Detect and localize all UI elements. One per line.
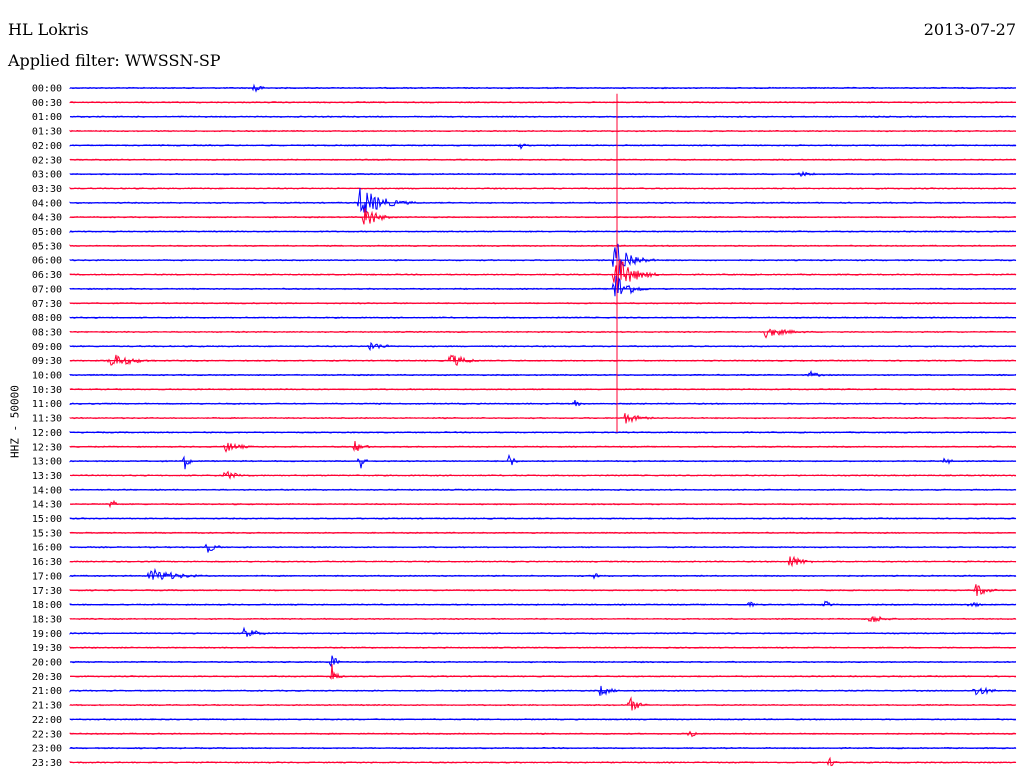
- trace-line: [69, 453, 1017, 470]
- time-tick-label: 22:00: [32, 715, 62, 726]
- time-tick-label: 11:30: [32, 414, 62, 425]
- time-tick-label: 08:00: [32, 313, 62, 324]
- time-tick-label: 14:30: [32, 500, 62, 511]
- time-tick-label: 05:00: [32, 227, 62, 238]
- trace-line: [69, 208, 1017, 225]
- time-tick-label: 01:00: [32, 112, 62, 123]
- time-tick-label: 07:30: [32, 299, 62, 310]
- time-tick-label: 10:00: [32, 371, 62, 382]
- time-tick-label: 09:00: [32, 342, 62, 353]
- date-label: 2013-07-27: [923, 20, 1016, 39]
- time-tick-label: 22:30: [32, 729, 62, 740]
- station-title: HL Lokris: [8, 20, 89, 39]
- time-tick-label: 19:00: [32, 629, 62, 640]
- trace-line: [69, 655, 1016, 668]
- trace-line: [69, 626, 1017, 637]
- time-tick-label: 18:00: [32, 600, 62, 611]
- time-tick-label: 13:30: [32, 471, 62, 482]
- time-tick-label: 02:30: [32, 155, 62, 166]
- time-tick-label: 09:30: [32, 356, 62, 367]
- time-tick-label: 12:00: [32, 428, 62, 439]
- trace-line: [69, 399, 1017, 407]
- time-tick-label: 03:30: [32, 184, 62, 195]
- time-tick-label: 21:00: [32, 686, 62, 697]
- trace-line: [69, 600, 1017, 608]
- time-tick-label: 01:30: [32, 127, 62, 138]
- trace-line: [69, 275, 1017, 297]
- time-tick-label: 00:30: [32, 98, 62, 109]
- time-tick-label: 07:00: [32, 284, 62, 295]
- trace-line: [69, 567, 1017, 581]
- trace-line: [69, 696, 1017, 711]
- time-tick-label: 00:00: [32, 84, 62, 95]
- time-tick-label: 02:00: [32, 141, 62, 152]
- time-tick-label: 05:30: [32, 241, 62, 252]
- filter-label: Applied filter: WWSSN-SP: [8, 51, 221, 70]
- time-tick-label: 14:00: [32, 485, 62, 496]
- time-tick-label: 12:30: [32, 442, 62, 453]
- time-tick-label: 20:00: [32, 658, 62, 669]
- time-tick-label: 17:30: [32, 586, 62, 597]
- time-tick-label: 20:30: [32, 672, 62, 683]
- time-tick-label: 17:00: [32, 571, 62, 582]
- time-tick-label: 15:00: [32, 514, 62, 525]
- time-tick-label: 04:00: [32, 198, 62, 209]
- time-tick-label: 06:00: [32, 256, 62, 267]
- time-tick-label: 18:30: [32, 614, 62, 625]
- trace-line: [69, 543, 1017, 553]
- time-tick-label: 13:00: [32, 457, 62, 468]
- time-tick-label: 06:30: [32, 270, 62, 281]
- time-tick-label: 03:00: [32, 170, 62, 181]
- trace-line: [69, 188, 1017, 213]
- time-tick-label: 10:30: [32, 385, 62, 396]
- time-tick-label: 15:30: [32, 528, 62, 539]
- time-tick-label: 11:00: [32, 399, 62, 410]
- time-tick-label: 23:00: [32, 744, 62, 755]
- time-tick-label: 21:30: [32, 701, 62, 712]
- time-tick-label: 04:30: [32, 213, 62, 224]
- time-tick-label: 19:30: [32, 643, 62, 654]
- time-tick-label: 23:30: [32, 758, 62, 769]
- time-tick-label: 16:30: [32, 557, 62, 568]
- time-tick-label: 16:00: [32, 543, 62, 554]
- time-tick-label: 08:30: [32, 327, 62, 338]
- trace-line: [69, 243, 1017, 274]
- trace-line: [69, 328, 1016, 339]
